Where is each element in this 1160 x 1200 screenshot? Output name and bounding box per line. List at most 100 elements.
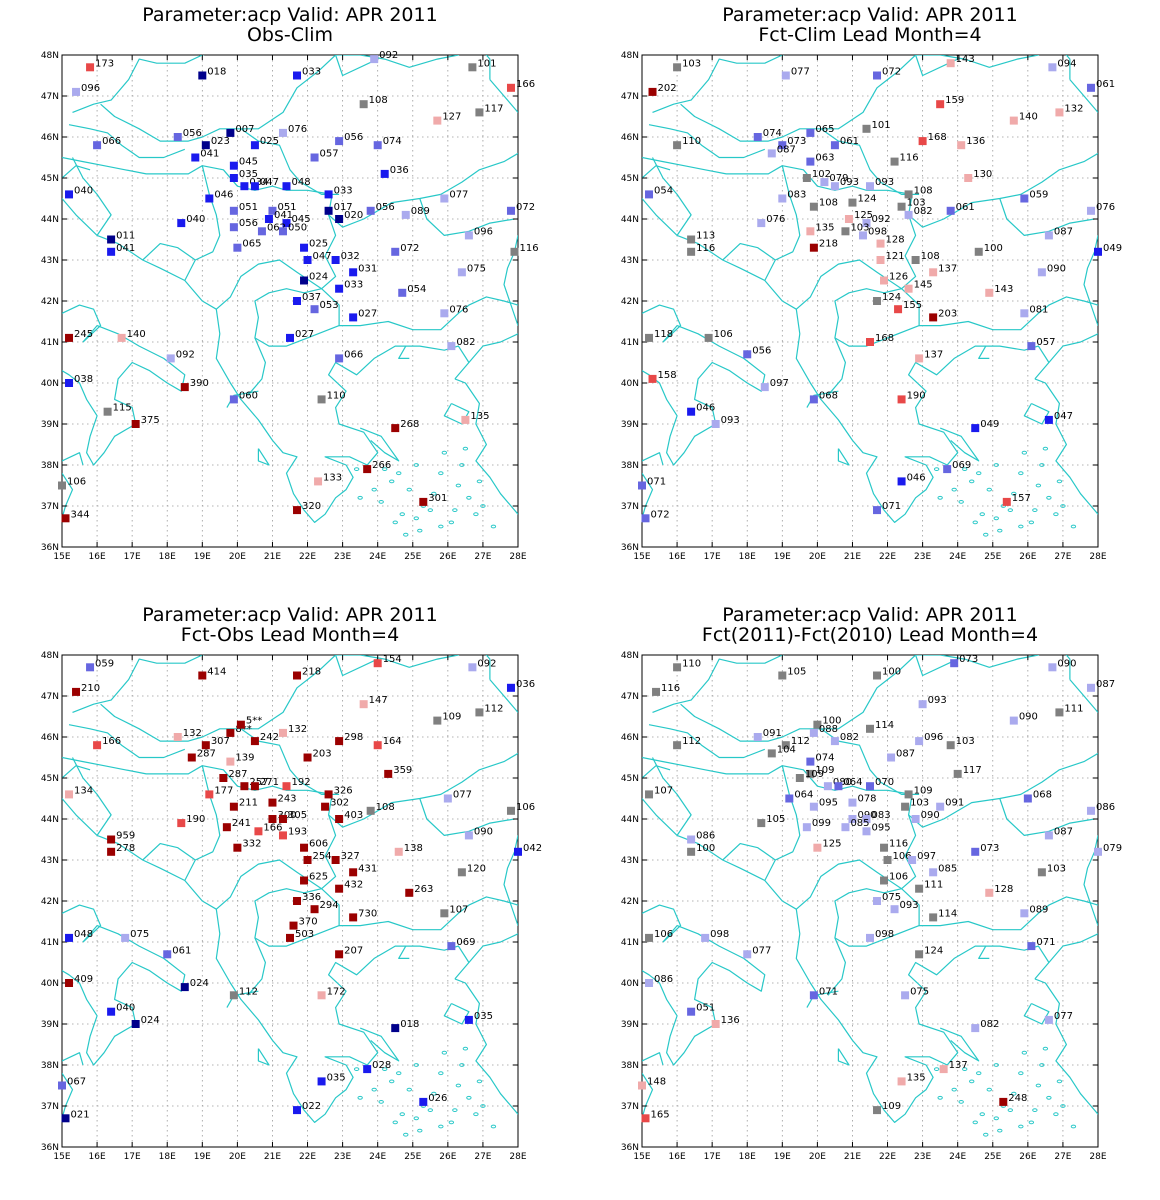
station-marker: 076 bbox=[278, 124, 307, 137]
island bbox=[462, 446, 469, 451]
station-marker: 060 bbox=[229, 390, 258, 404]
station-square bbox=[687, 407, 696, 416]
island bbox=[476, 1079, 483, 1084]
x-tick-label: 28E bbox=[1089, 1152, 1106, 1162]
station-marker: 116 bbox=[880, 839, 908, 852]
station-square bbox=[915, 950, 924, 959]
station-square bbox=[391, 247, 400, 256]
station-value-label: 085 bbox=[938, 863, 957, 874]
station-value-label: 047 bbox=[260, 177, 279, 188]
island bbox=[1070, 524, 1077, 529]
station-marker: 101 bbox=[468, 58, 496, 72]
station-square bbox=[117, 333, 126, 342]
station-marker: 078 bbox=[848, 794, 877, 807]
station-marker: 061 bbox=[1086, 79, 1115, 92]
station-square bbox=[943, 465, 952, 474]
station-value-label: 091 bbox=[763, 728, 782, 739]
station-value-label: 135 bbox=[470, 411, 489, 422]
station-square bbox=[862, 815, 871, 823]
station-marker: 017 bbox=[324, 202, 353, 215]
island bbox=[459, 463, 465, 467]
station-value-label: 307 bbox=[211, 736, 230, 747]
coastline bbox=[642, 304, 682, 343]
x-tick-label: 27E bbox=[474, 1152, 491, 1162]
island bbox=[1011, 1091, 1017, 1096]
station-value-label: 096 bbox=[924, 732, 943, 743]
x-tick-label: 23E bbox=[334, 552, 351, 562]
station-square bbox=[809, 802, 818, 811]
station-value-label: 025 bbox=[260, 136, 279, 147]
island bbox=[1053, 1112, 1059, 1117]
station-square bbox=[359, 700, 368, 709]
coastline-layer bbox=[62, 655, 518, 1137]
station-value-label: 097 bbox=[917, 851, 936, 862]
x-tick-label: 25E bbox=[404, 552, 421, 562]
station-square bbox=[809, 243, 818, 252]
station-marker: 070 bbox=[866, 777, 894, 791]
station-marker: 117 bbox=[953, 765, 982, 778]
station-marker: 046 bbox=[687, 403, 715, 416]
station-marker: 007 bbox=[226, 124, 254, 137]
station-square bbox=[229, 991, 238, 1000]
station-value-label: 078 bbox=[857, 794, 876, 805]
station-value-label: 069 bbox=[456, 937, 475, 948]
island bbox=[427, 508, 434, 513]
island bbox=[1028, 1120, 1035, 1125]
station-marker: 154 bbox=[373, 654, 402, 668]
station-value-label: 097 bbox=[770, 378, 789, 389]
station-marker: 305 bbox=[278, 810, 307, 823]
station-value-label: 103 bbox=[1047, 863, 1066, 874]
station-marker: 730 bbox=[349, 908, 377, 922]
station-marker: 075 bbox=[121, 929, 149, 942]
island bbox=[969, 1079, 975, 1084]
station-value-label: 059 bbox=[1029, 190, 1048, 201]
station-square bbox=[303, 753, 312, 762]
station-marker: 051 bbox=[268, 202, 297, 215]
station-square bbox=[841, 823, 850, 832]
station-value-label: 061 bbox=[1096, 79, 1115, 90]
station-marker: 121 bbox=[876, 251, 905, 264]
x-tick-label: 21E bbox=[844, 552, 861, 562]
island bbox=[480, 504, 486, 508]
station-marker: 033 bbox=[324, 185, 353, 199]
station-square bbox=[911, 815, 920, 823]
x-tick-label: 26E bbox=[1019, 552, 1036, 562]
station-value-label: 109 bbox=[914, 785, 933, 796]
station-value-label: 132 bbox=[1064, 103, 1083, 114]
axis-ticks: 15E 16E 17E 18E 19E 20E 21E 22E 23E 24E 25E 26E 27E 2… bbox=[41, 651, 527, 1162]
island bbox=[1021, 1050, 1028, 1055]
station-square bbox=[957, 141, 966, 150]
station-square bbox=[873, 71, 882, 80]
station-value-label: 143 bbox=[956, 54, 975, 65]
coastline bbox=[901, 214, 1098, 331]
station-marker: 072 bbox=[506, 202, 535, 215]
station-map: 15E 16E 17E 18E 19E 20E 21E 22E 23E 24E 25E 26E 27E 2… bbox=[621, 651, 1122, 1162]
station-square bbox=[641, 514, 650, 523]
station-square bbox=[65, 190, 74, 199]
station-marker: 106 bbox=[645, 929, 673, 942]
station-marker: 243 bbox=[268, 794, 297, 807]
coastline bbox=[1023, 1002, 1050, 1025]
station-value-label: 040 bbox=[74, 185, 93, 196]
y-tick-label: 41N bbox=[41, 938, 59, 948]
station-value-label: 134 bbox=[74, 785, 93, 796]
y-tick-label: 40N bbox=[41, 379, 59, 389]
coastline bbox=[642, 472, 654, 519]
island bbox=[427, 1108, 434, 1113]
station-square bbox=[645, 790, 654, 799]
y-tick-label: 43N bbox=[621, 856, 639, 866]
station-value-label: 112 bbox=[484, 703, 503, 714]
station-value-label: 054 bbox=[407, 284, 426, 295]
station-square bbox=[880, 843, 889, 852]
station-marker: 128 bbox=[876, 235, 905, 248]
station-marker: 093 bbox=[830, 177, 859, 191]
station-value-label: 135 bbox=[815, 222, 834, 233]
station-square bbox=[278, 831, 287, 840]
island bbox=[1056, 1079, 1063, 1084]
station-square bbox=[673, 141, 682, 150]
station-marker: 101 bbox=[862, 120, 891, 133]
island bbox=[413, 1116, 419, 1121]
station-square bbox=[809, 202, 818, 211]
station-value-label: 109 bbox=[805, 769, 824, 780]
station-square bbox=[191, 153, 200, 162]
